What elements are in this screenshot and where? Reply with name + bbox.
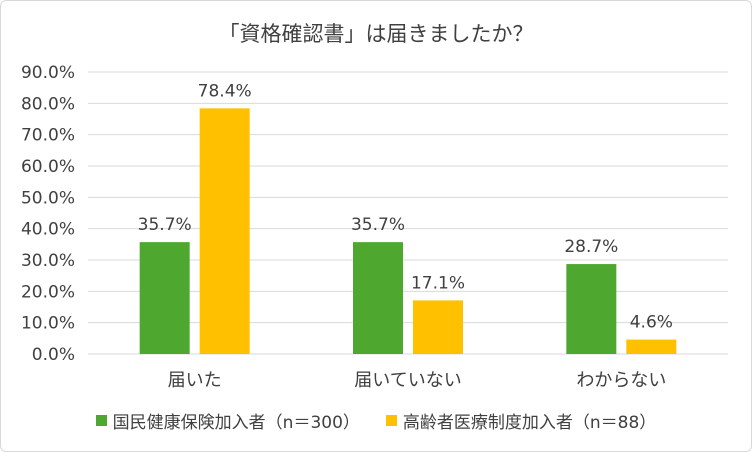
y-tick-label: 20.0%	[21, 282, 75, 302]
legend-label-series-1: 国民健康保険加入者（n＝300）	[112, 413, 360, 433]
bar-2	[413, 300, 463, 354]
legend-label-series-2: 高齢者医療制度加入者（n＝88）	[402, 413, 657, 433]
bar-1	[139, 242, 190, 354]
data-label: 4.6%	[630, 313, 673, 333]
legend-swatch-series-1	[95, 415, 107, 426]
legend-swatch-series-2	[385, 415, 397, 426]
y-tick-label: 60.0%	[21, 157, 75, 177]
y-tick-label: 40.0%	[21, 220, 75, 240]
bar-1	[353, 242, 403, 354]
bar-1	[566, 264, 617, 354]
legend-item-series-2: 高齢者医療制度加入者（n＝88）	[385, 408, 657, 433]
y-tick-label: 30.0%	[21, 251, 75, 271]
legend-item-series-1: 国民健康保険加入者（n＝300）	[95, 408, 360, 433]
bar-2	[626, 339, 677, 354]
y-tick-label: 70.0%	[21, 126, 75, 146]
y-tick-label: 0.0%	[32, 345, 75, 365]
data-label: 35.7%	[351, 215, 405, 235]
category-label: 届いた	[168, 370, 222, 391]
category-label: わからない	[576, 370, 666, 391]
legend: 国民健康保険加入者（n＝300） 高齢者医療制度加入者（n＝88）	[0, 408, 752, 433]
data-label: 78.4%	[198, 81, 252, 101]
bar-2	[199, 108, 250, 354]
data-label: 17.1%	[411, 273, 465, 293]
y-tick-label: 90.0%	[21, 63, 75, 83]
chart-title: 「資格確認書」は届きましたか？	[218, 22, 534, 46]
data-label: 28.7%	[564, 237, 618, 257]
category-label: 届いていない	[354, 370, 461, 391]
y-tick-label: 80.0%	[21, 94, 75, 114]
y-tick-label: 50.0%	[21, 188, 75, 208]
data-label: 35.7%	[138, 215, 192, 235]
y-tick-label: 10.0%	[21, 314, 75, 334]
